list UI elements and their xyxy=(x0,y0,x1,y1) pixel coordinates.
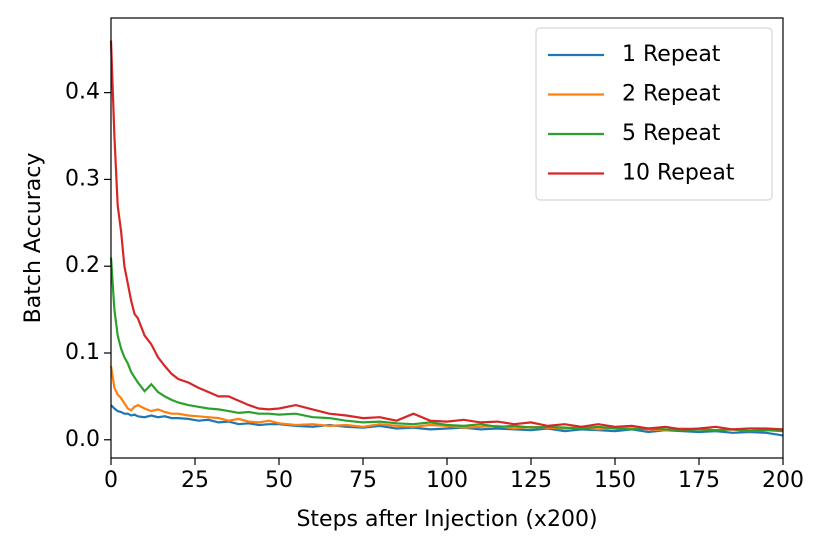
legend-box xyxy=(535,27,773,201)
legend-label: 10 Repeat xyxy=(622,161,735,186)
x-tick-label: 25 xyxy=(181,468,209,493)
series-line xyxy=(109,40,784,431)
y-tick-label: 0.3 xyxy=(65,166,100,191)
legend-label: 5 Repeat xyxy=(622,121,721,146)
y-tick-label: 0.0 xyxy=(65,427,100,452)
legend-label: 2 Repeat xyxy=(622,82,721,107)
x-tick-label: 200 xyxy=(762,468,804,493)
x-tick-label: 50 xyxy=(265,468,293,493)
x-tick-label: 175 xyxy=(678,468,720,493)
series-line xyxy=(109,257,784,433)
x-tick-label: 125 xyxy=(510,468,552,493)
y-tick-label: 0.2 xyxy=(65,253,100,278)
x-tick-label: 75 xyxy=(349,468,377,493)
x-tick-label: 150 xyxy=(594,468,636,493)
x-tick-label: 100 xyxy=(426,468,468,493)
y-tick-label: 0.1 xyxy=(65,340,100,365)
legend-label: 1 Repeat xyxy=(622,42,721,67)
x-tick-label: 0 xyxy=(104,468,118,493)
x-axis-label: Steps after Injection (x200) xyxy=(296,507,597,532)
plot-frame xyxy=(110,17,784,459)
y-tick-label: 0.4 xyxy=(65,80,100,105)
y-axis-label: Batch Accuracy xyxy=(21,153,46,324)
